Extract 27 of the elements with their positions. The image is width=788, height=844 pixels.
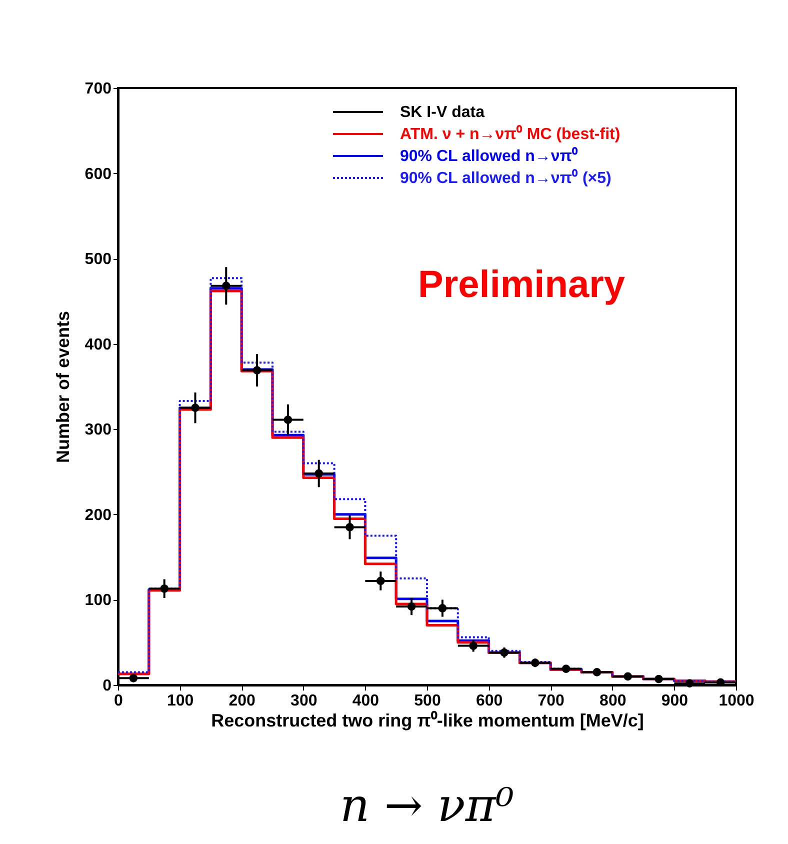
annotation: Preliminary (418, 264, 625, 306)
x-tick-label: 800 (600, 692, 626, 710)
legend-label: 90% CL allowed n→νπ⁰ (400, 147, 578, 165)
y-tick-label: 500 (84, 251, 112, 268)
x-axis-title: Reconstructed two ring π⁰-like momentum [MeV/c] (211, 710, 644, 730)
x-tick-label: 0 (114, 692, 124, 710)
legend-label: 90% CL allowed n→νπ⁰ (×5) (400, 169, 612, 187)
y-tick-label: 700 (84, 80, 112, 98)
legend-label: ATM. ν + n→νπ⁰ MC (best-fit) (400, 125, 620, 143)
text: n → νπ⁰ (340, 778, 514, 832)
y-tick-label: 200 (84, 506, 112, 524)
x-tick-label: 200 (228, 692, 256, 710)
y-tick-label: 100 (84, 592, 112, 610)
y-tick-label: 400 (84, 336, 112, 354)
x-tick-label: 300 (290, 692, 318, 710)
legend-label: SK I-V data (400, 104, 485, 121)
x-tick-label: 900 (661, 692, 688, 710)
x-tick-label: 700 (538, 692, 565, 710)
x-tick-label: 100 (166, 692, 194, 710)
y-tick-label: 0 (102, 678, 112, 694)
y-tick-label: 600 (84, 166, 112, 183)
x-tick-label: 400 (352, 692, 380, 710)
x-tick-label: 500 (414, 692, 441, 710)
y-axis-title: Number of events (52, 310, 73, 464)
x-tick-label: 600 (476, 692, 503, 710)
x-tick-label: 1000 (718, 692, 754, 710)
y-tick-label: 300 (84, 422, 112, 439)
